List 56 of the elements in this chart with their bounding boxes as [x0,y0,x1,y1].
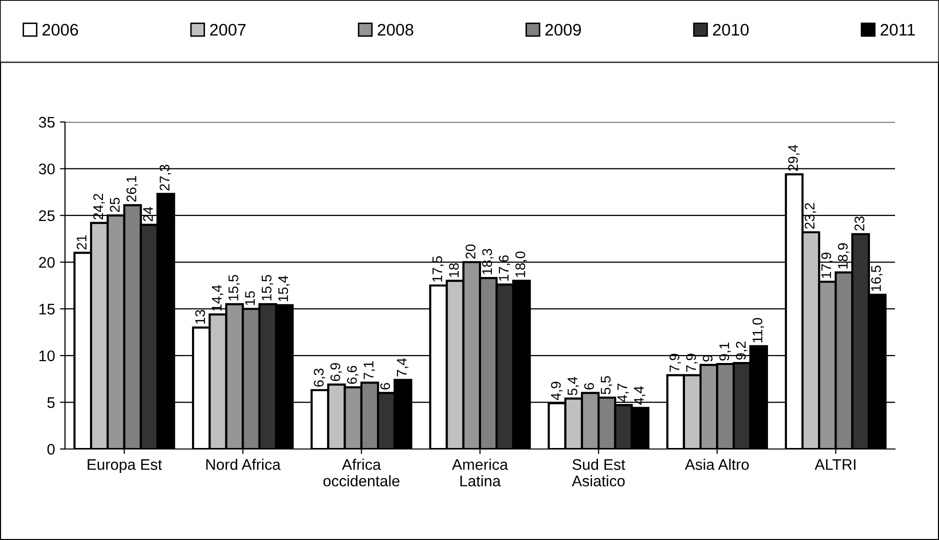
data-label: 25 [110,198,120,212]
data-label: 11,0 [752,318,764,342]
y-tick-label: 10 [39,350,55,362]
y-tick-label: 20 [39,257,55,268]
data-label: 18,3 [482,248,494,274]
data-label: 15,5 [262,274,274,300]
data-label: 7,1 [364,361,376,380]
data-label: 18,9 [838,243,850,269]
data-label: 15,4 [278,276,290,302]
y-tick-label: 0 [47,444,55,455]
x-tick-label: America Latina [452,458,508,486]
data-label: 7,4 [396,358,408,376]
legend-label: 2009 [545,24,581,36]
data-label: 14,4 [212,285,224,311]
data-label: 18 [448,263,459,277]
data-label: 4,7 [618,384,629,402]
x-tick-label: Asia Altro [684,458,749,470]
data-label: 17,5 [432,256,444,282]
legend-label: 2006 [42,24,78,36]
legend-label: 2007 [210,24,246,36]
x-tick-label: ALTRI [814,459,856,470]
data-label: 18,0 [515,252,527,277]
data-label: 4,4 [634,386,646,405]
x-tick-label: Africa occidentale [323,458,400,486]
y-tick-label: 35 [38,116,55,128]
y-tick-label: 15 [39,304,55,315]
data-label: 6 [584,383,594,390]
data-label: 15 [245,291,255,306]
x-tick-label: Sud Est Asiatico [572,458,626,486]
data-label: 4,9 [550,382,562,400]
y-tick-label: 5 [47,397,55,408]
data-label: 6,9 [330,363,342,382]
data-label: 6,6 [347,366,358,384]
data-label: 5,4 [568,376,580,396]
data-label: 29,4 [788,144,800,171]
data-label: 20 [466,244,476,259]
legend-label: 2010 [713,24,749,36]
data-label: 6,3 [314,368,326,387]
data-label: 27,3 [160,164,172,190]
data-label: 13 [195,310,206,324]
data-label: 15,5 [228,274,240,300]
data-label: 21 [76,235,86,250]
x-tick-label: Europa Est [88,459,162,473]
data-label: 5,5 [600,376,612,394]
y-tick-label: 30 [38,164,55,174]
data-label: 6 [380,383,390,390]
legend-label: 2008 [378,24,414,36]
y-tick-label: 25 [39,210,55,222]
data-label: 17,9 [821,252,833,278]
x-tick-label: Nord Africa [206,458,281,470]
legend-label: 2011 [880,24,915,36]
data-label: 26,1 [126,176,138,202]
data-label: 23 [854,216,864,231]
data-label: 17,6 [498,255,510,281]
data-label: 16,5 [871,266,883,292]
data-label: 24,2 [93,194,105,220]
